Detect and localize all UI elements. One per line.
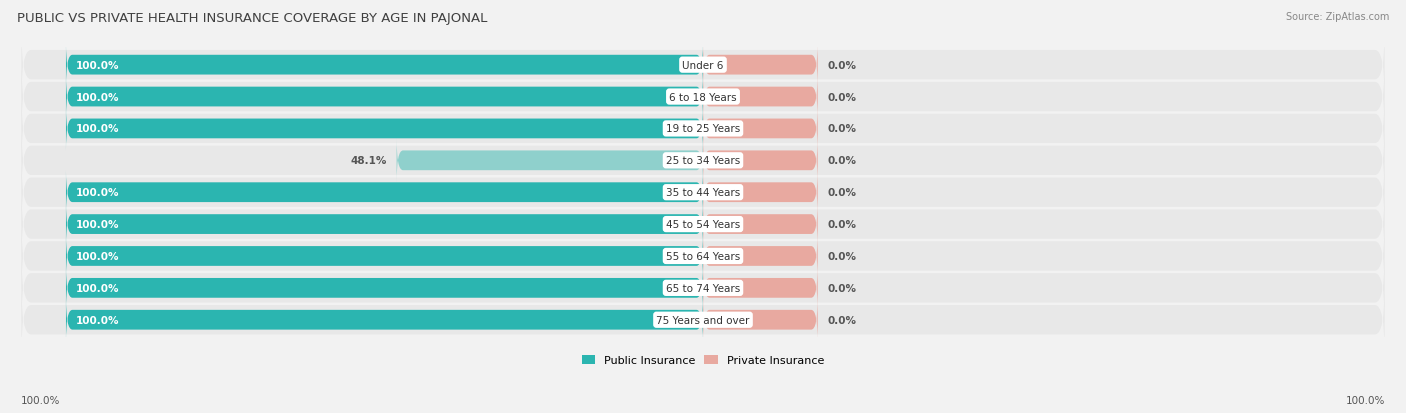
FancyBboxPatch shape: [66, 171, 703, 215]
FancyBboxPatch shape: [21, 32, 1385, 99]
FancyBboxPatch shape: [66, 43, 703, 88]
FancyBboxPatch shape: [66, 298, 703, 342]
Text: 0.0%: 0.0%: [827, 93, 856, 102]
Text: 65 to 74 Years: 65 to 74 Years: [666, 283, 740, 293]
FancyBboxPatch shape: [703, 298, 818, 342]
Text: 100.0%: 100.0%: [1346, 395, 1385, 405]
Text: 0.0%: 0.0%: [827, 220, 856, 230]
FancyBboxPatch shape: [703, 75, 818, 119]
FancyBboxPatch shape: [703, 235, 818, 278]
Text: 100.0%: 100.0%: [76, 93, 120, 102]
Text: 0.0%: 0.0%: [827, 124, 856, 134]
Text: 6 to 18 Years: 6 to 18 Years: [669, 93, 737, 102]
FancyBboxPatch shape: [703, 107, 818, 151]
FancyBboxPatch shape: [66, 75, 703, 119]
Text: Under 6: Under 6: [682, 61, 724, 71]
FancyBboxPatch shape: [21, 96, 1385, 162]
Text: 0.0%: 0.0%: [827, 283, 856, 293]
Text: 100.0%: 100.0%: [76, 315, 120, 325]
FancyBboxPatch shape: [66, 107, 703, 151]
FancyBboxPatch shape: [703, 43, 818, 88]
Text: 35 to 44 Years: 35 to 44 Years: [666, 188, 740, 198]
FancyBboxPatch shape: [21, 64, 1385, 131]
Text: 45 to 54 Years: 45 to 54 Years: [666, 220, 740, 230]
Legend: Public Insurance, Private Insurance: Public Insurance, Private Insurance: [578, 350, 828, 370]
Text: 0.0%: 0.0%: [827, 61, 856, 71]
Text: 100.0%: 100.0%: [76, 61, 120, 71]
FancyBboxPatch shape: [21, 160, 1385, 226]
Text: 19 to 25 Years: 19 to 25 Years: [666, 124, 740, 134]
Text: 0.0%: 0.0%: [827, 315, 856, 325]
FancyBboxPatch shape: [66, 266, 703, 310]
FancyBboxPatch shape: [703, 171, 818, 215]
Text: 55 to 64 Years: 55 to 64 Years: [666, 252, 740, 261]
FancyBboxPatch shape: [703, 266, 818, 310]
Text: 100.0%: 100.0%: [76, 252, 120, 261]
Text: 75 Years and over: 75 Years and over: [657, 315, 749, 325]
Text: Source: ZipAtlas.com: Source: ZipAtlas.com: [1285, 12, 1389, 22]
Text: 25 to 34 Years: 25 to 34 Years: [666, 156, 740, 166]
FancyBboxPatch shape: [21, 128, 1385, 194]
FancyBboxPatch shape: [703, 203, 818, 247]
FancyBboxPatch shape: [66, 235, 703, 278]
FancyBboxPatch shape: [21, 287, 1385, 353]
Text: 100.0%: 100.0%: [76, 188, 120, 198]
Text: 100.0%: 100.0%: [76, 220, 120, 230]
FancyBboxPatch shape: [396, 139, 703, 183]
Text: 100.0%: 100.0%: [76, 124, 120, 134]
Text: PUBLIC VS PRIVATE HEALTH INSURANCE COVERAGE BY AGE IN PAJONAL: PUBLIC VS PRIVATE HEALTH INSURANCE COVER…: [17, 12, 488, 25]
FancyBboxPatch shape: [21, 192, 1385, 258]
FancyBboxPatch shape: [703, 139, 818, 183]
Text: 0.0%: 0.0%: [827, 188, 856, 198]
Text: 100.0%: 100.0%: [76, 283, 120, 293]
Text: 48.1%: 48.1%: [350, 156, 387, 166]
Text: 100.0%: 100.0%: [21, 395, 60, 405]
Text: 0.0%: 0.0%: [827, 156, 856, 166]
FancyBboxPatch shape: [66, 203, 703, 247]
Text: 0.0%: 0.0%: [827, 252, 856, 261]
FancyBboxPatch shape: [21, 255, 1385, 321]
FancyBboxPatch shape: [21, 223, 1385, 290]
